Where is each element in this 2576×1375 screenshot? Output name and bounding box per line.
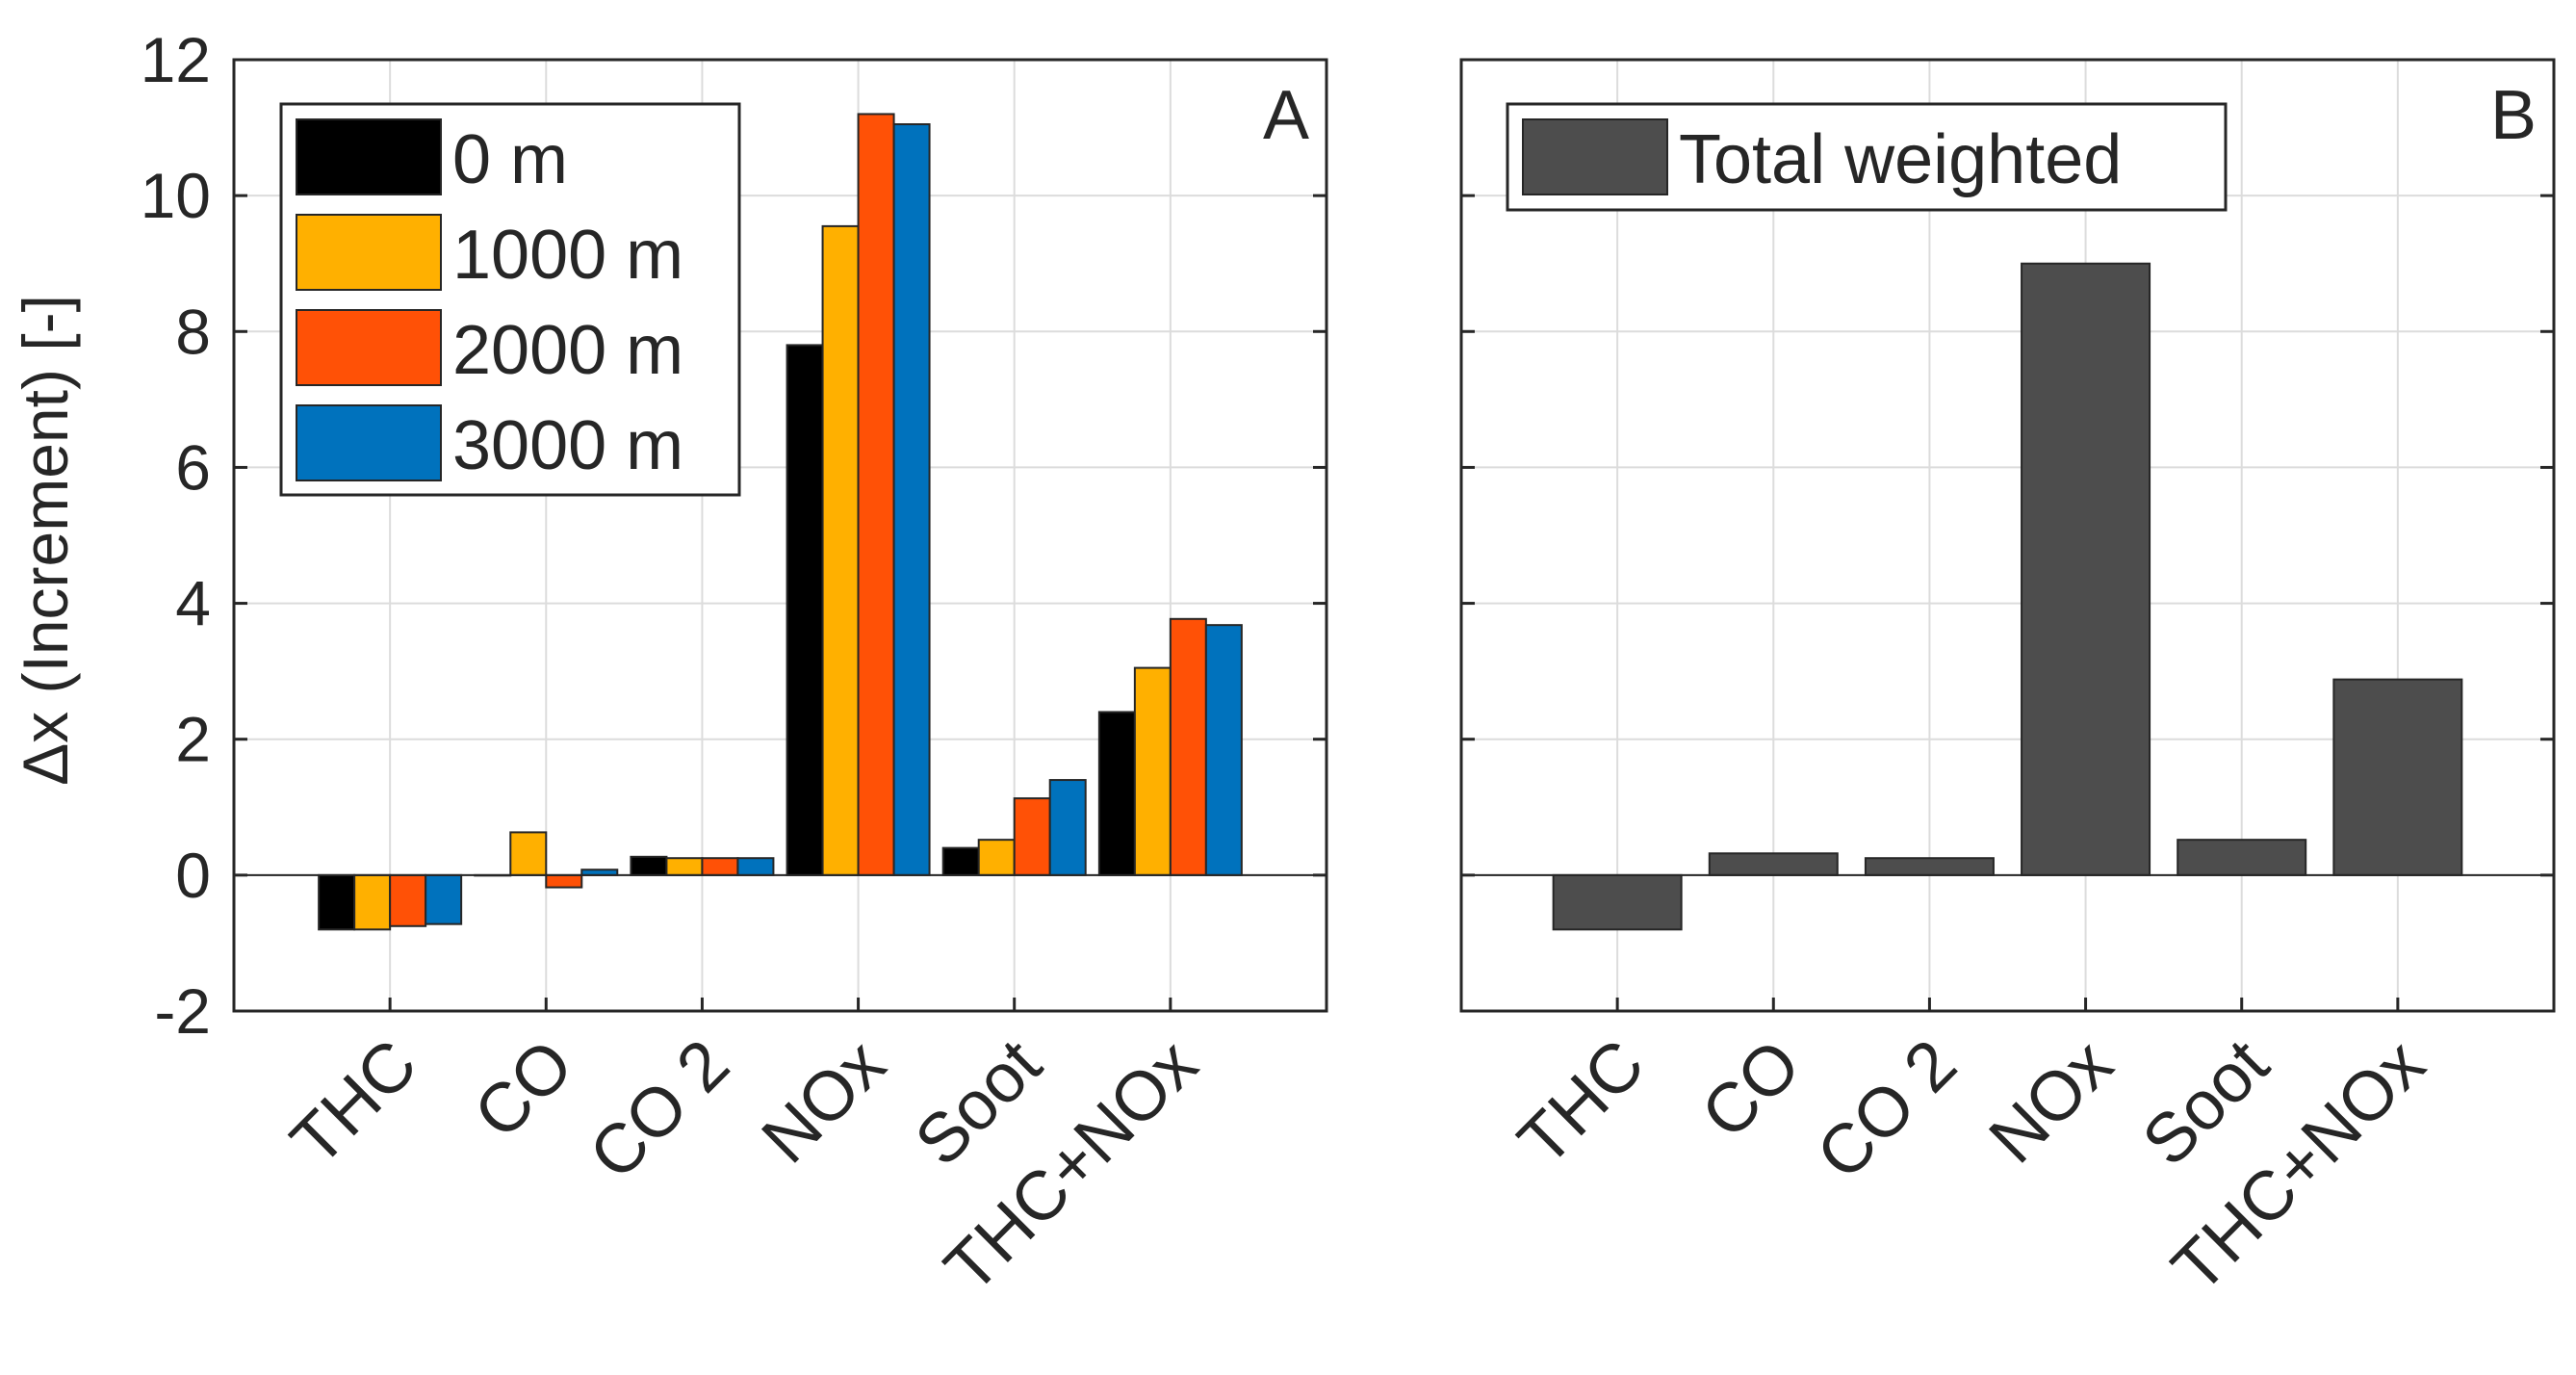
x-category-label: THC [276,1025,431,1180]
bar-nox-totalweighted [2021,262,2151,876]
legend-swatch [296,118,442,195]
y-tick-label: -2 [154,975,211,1047]
x-category-label: NOx [1974,1025,2126,1178]
y-tick-label: 8 [175,296,211,367]
legend-swatch [296,404,442,481]
bar-co-totalweighted [1708,852,1839,876]
bar-soot-totalweighted [2177,839,2307,876]
x-category-label: NOx [747,1025,899,1178]
panel-b-y-ticks [1461,58,2554,1013]
x-category-label: CO [1687,1025,1816,1154]
y-tick-label: 2 [175,704,211,775]
bar-thc-2000m [389,873,427,927]
legend-swatch [296,214,442,291]
y-tick-label: 0 [175,840,211,911]
bar-co2-0m [630,855,668,876]
bar-thc-1000m [353,873,392,931]
y-tick-label: 12 [141,24,211,95]
bar-nox-1000m [821,224,860,876]
legend-label: 0 m [452,121,568,198]
y-tick-label: 4 [175,568,211,639]
bar-thcnox-0m [1097,711,1136,876]
bar-co-2000m [545,873,583,889]
bar-nox-3000m [892,123,931,876]
panel-a-y-ticks: -2 0 2 4 6 8 10 12 [141,24,1327,1047]
bar-co-1000m [509,831,548,876]
legend-label: 1000 m [452,217,683,294]
bar-thc-0m [318,873,356,931]
x-category-label: CO 2 [1802,1025,1971,1194]
panel-a-legend: 0 m 1000 m 2000 m 3000 m [279,102,741,497]
bar-soot-2000m [1013,797,1051,876]
bar-soot-1000m [977,839,1016,876]
bar-soot-0m [941,846,980,876]
legend-swatch [296,309,442,386]
bar-co2-3000m [736,857,775,876]
panel-a-letter: A [1263,77,1309,154]
x-category-label: CO 2 [575,1025,743,1194]
bar-nox-2000m [857,113,895,876]
bar-co2-2000m [701,857,739,876]
y-tick-label: 10 [141,160,211,231]
panel-b-bars [1461,262,2554,931]
bar-co2-1000m [665,857,704,876]
bar-thc-totalweighted [1552,873,1683,931]
bar-soot-3000m [1048,779,1087,876]
legend-label: 3000 m [452,407,683,484]
bar-thcnox-totalweighted [2332,678,2463,876]
bar-co2-totalweighted [1864,857,1995,876]
bar-thcnox-1000m [1133,666,1172,876]
panel-b-letter: B [2490,77,2537,154]
y-axis-title: Δx (Increment) [-] [10,295,81,786]
x-category-label: CO [460,1025,588,1154]
bar-thcnox-2000m [1169,617,1207,876]
legend-label: Total weighted [1679,121,2122,198]
legend-swatch [1522,118,1668,195]
panel-a-frame [232,58,1328,1013]
y-tick-label: 6 [175,431,211,503]
legend-label: 2000 m [452,312,683,389]
x-category-label: THC [1504,1025,1659,1180]
bar-nox-0m [786,344,824,876]
bar-thcnox-3000m [1204,624,1243,876]
panel-a-bars [234,113,1327,931]
panel-b-frame [1459,58,2556,1013]
bar-thc-3000m [425,873,463,925]
panel-b-legend: Total weighted [1506,102,2228,212]
